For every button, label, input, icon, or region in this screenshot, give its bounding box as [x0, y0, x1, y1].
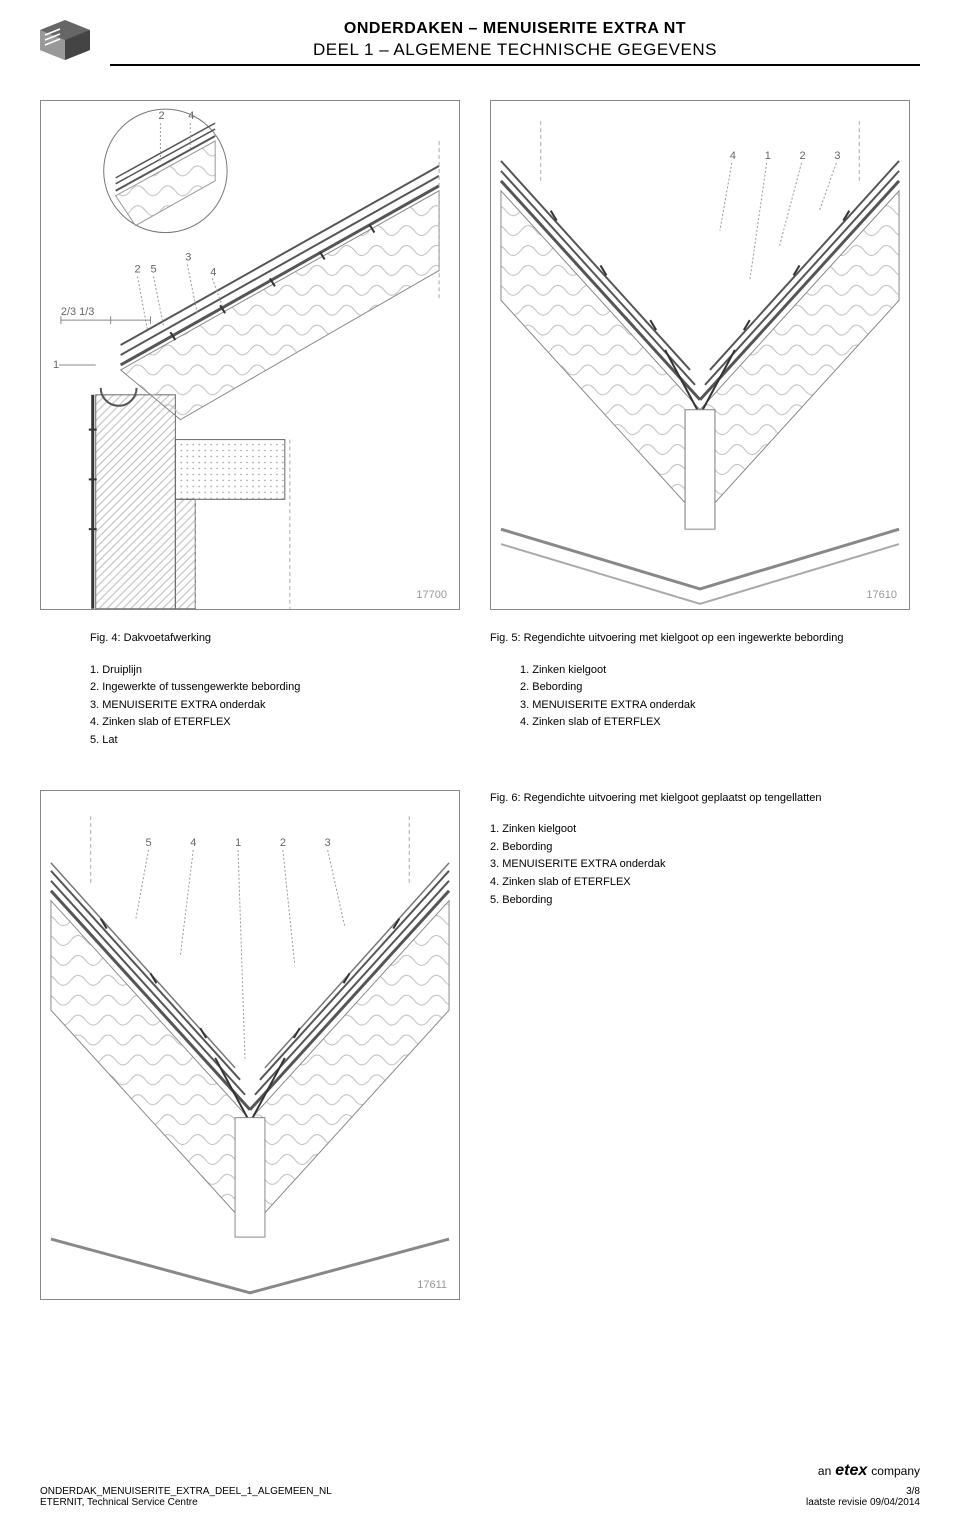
figure-4-caption: Fig. 4: Dakvoetafwerking 1. Druiplijn 2.…	[40, 630, 460, 750]
figure-6-number: 17611	[417, 1279, 447, 1291]
fig6-legend-1: 1. Zinken kielgoot	[490, 821, 920, 839]
figures-row-1: 2 4 2 5 3 4 2/3 1/3	[40, 100, 920, 610]
fig6-title: Fig. 6: Regendichte uitvoering met kielg…	[490, 790, 920, 808]
svg-text:3: 3	[834, 150, 840, 162]
figure-5-diagram: 4 1 2 3	[491, 101, 909, 609]
fig5-legend-2: 2. Bebording	[520, 679, 910, 697]
fig5-title: Fig. 5: Regendichte uitvoering met kielg…	[490, 630, 910, 648]
svg-text:2: 2	[280, 837, 286, 849]
svg-text:4: 4	[188, 110, 194, 122]
svg-text:1: 1	[53, 359, 59, 371]
fig5-legend-4: 4. Zinken slab of ETERFLEX	[520, 714, 910, 732]
svg-text:1: 1	[235, 837, 241, 849]
figure-6-caption: Fig. 6: Regendichte uitvoering met kielg…	[490, 790, 920, 910]
fig5-legend-1: 1. Zinken kielgoot	[520, 662, 910, 680]
svg-text:2: 2	[158, 110, 164, 122]
fig5-legend-3: 3. MENUISERITE EXTRA onderdak	[520, 697, 910, 715]
svg-text:3: 3	[325, 837, 331, 849]
figure-4-box: 2 4 2 5 3 4 2/3 1/3	[40, 100, 460, 610]
svg-text:5: 5	[146, 837, 152, 849]
fig4-legend-4: 4. Zinken slab of ETERFLEX	[90, 714, 460, 732]
org-name: ETERNIT, Technical Service Centre	[40, 1497, 332, 1508]
brand-suffix: company	[871, 1464, 920, 1478]
svg-text:2: 2	[800, 150, 806, 162]
fig4-legend-3: 3. MENUISERITE EXTRA onderdak	[90, 697, 460, 715]
svg-text:3: 3	[185, 251, 191, 263]
page-number: 3/8	[806, 1486, 920, 1497]
fig6-legend-3: 3. MENUISERITE EXTRA onderdak	[490, 856, 920, 874]
figure-6-box: 5 4 1 2 3 17611	[40, 790, 460, 1300]
captions-row-1: Fig. 4: Dakvoetafwerking 1. Druiplijn 2.…	[40, 630, 920, 750]
svg-text:2: 2	[135, 263, 141, 275]
fig6-legend-5: 5. Bebording	[490, 892, 920, 910]
page: ONDERDAKEN – MENUISERITE EXTRA NT DEEL 1…	[0, 0, 960, 1538]
brand-prefix: an	[818, 1464, 831, 1478]
svg-text:4: 4	[190, 837, 196, 849]
title-underline	[110, 64, 920, 66]
figure-4-number: 17700	[416, 589, 447, 601]
figure-5-number: 17610	[866, 589, 897, 601]
brand-name: etex	[835, 1462, 867, 1480]
figure-5-box: 4 1 2 3 17610	[490, 100, 910, 610]
doc-title-line1: ONDERDAKEN – MENUISERITE EXTRA NT	[110, 20, 920, 38]
svg-text:4: 4	[210, 266, 216, 278]
company-logo	[40, 20, 90, 70]
figure-4-diagram: 2 4 2 5 3 4 2/3 1/3	[41, 101, 459, 609]
svg-text:4: 4	[730, 150, 736, 162]
figure-6-diagram: 5 4 1 2 3	[41, 791, 459, 1299]
fig4-legend-5: 5. Lat	[90, 732, 460, 750]
etex-logo: an etex company	[818, 1462, 920, 1480]
second-section: 5 4 1 2 3 17611 Fig. 6: Regendichte uitv…	[40, 790, 920, 1300]
footer-left: ONDERDAK_MENUISERITE_EXTRA_DEEL_1_ALGEME…	[40, 1486, 332, 1508]
svg-text:1: 1	[765, 150, 771, 162]
fig4-title: Fig. 4: Dakvoetafwerking	[90, 630, 460, 648]
fig6-legend-4: 4. Zinken slab of ETERFLEX	[490, 874, 920, 892]
title-block: ONDERDAKEN – MENUISERITE EXTRA NT DEEL 1…	[110, 20, 920, 66]
fig4-legend-1: 1. Druiplijn	[90, 662, 460, 680]
ratio-label: 2/3 1/3	[61, 306, 94, 318]
doc-title-line2: DEEL 1 – ALGEMENE TECHNISCHE GEGEVENS	[110, 40, 920, 60]
footer-right: an etex company 3/8 laatste revisie 09/0…	[806, 1462, 920, 1508]
header: ONDERDAKEN – MENUISERITE EXTRA NT DEEL 1…	[40, 20, 920, 70]
figure-5-caption: Fig. 5: Regendichte uitvoering met kielg…	[490, 630, 910, 750]
footer: ONDERDAK_MENUISERITE_EXTRA_DEEL_1_ALGEME…	[40, 1462, 920, 1508]
doc-reference: ONDERDAK_MENUISERITE_EXTRA_DEEL_1_ALGEME…	[40, 1486, 332, 1497]
revision-date: laatste revisie 09/04/2014	[806, 1497, 920, 1508]
svg-text:5: 5	[150, 263, 156, 275]
fig6-legend-2: 2. Bebording	[490, 839, 920, 857]
fig4-legend-2: 2. Ingewerkte of tussengewerkte bebordin…	[90, 679, 460, 697]
